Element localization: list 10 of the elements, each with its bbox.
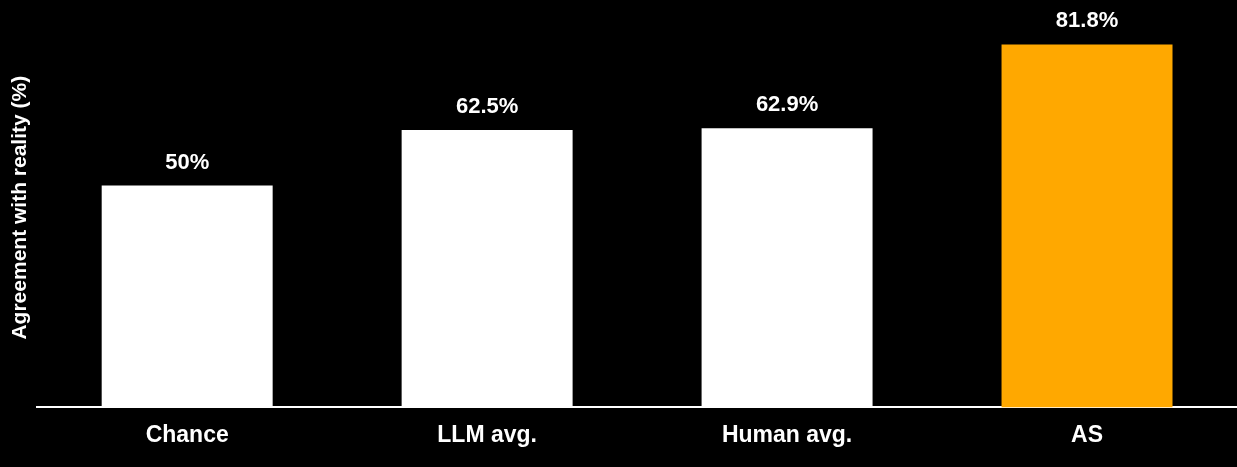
y-axis-title: Agreement with reality (%) (7, 75, 31, 340)
x-tick-label: AS (1071, 420, 1103, 447)
data-label: 62.5% (455, 93, 519, 119)
x-tick-label: Chance (145, 420, 229, 447)
x-tick-label: Human avg. (721, 420, 853, 447)
data-label: 81.8% (1055, 7, 1119, 33)
data-label: 62.9% (755, 91, 819, 117)
bar (1001, 44, 1173, 408)
data-label: 50% (165, 148, 210, 174)
x-tick-label: LLM avg. (437, 420, 537, 447)
